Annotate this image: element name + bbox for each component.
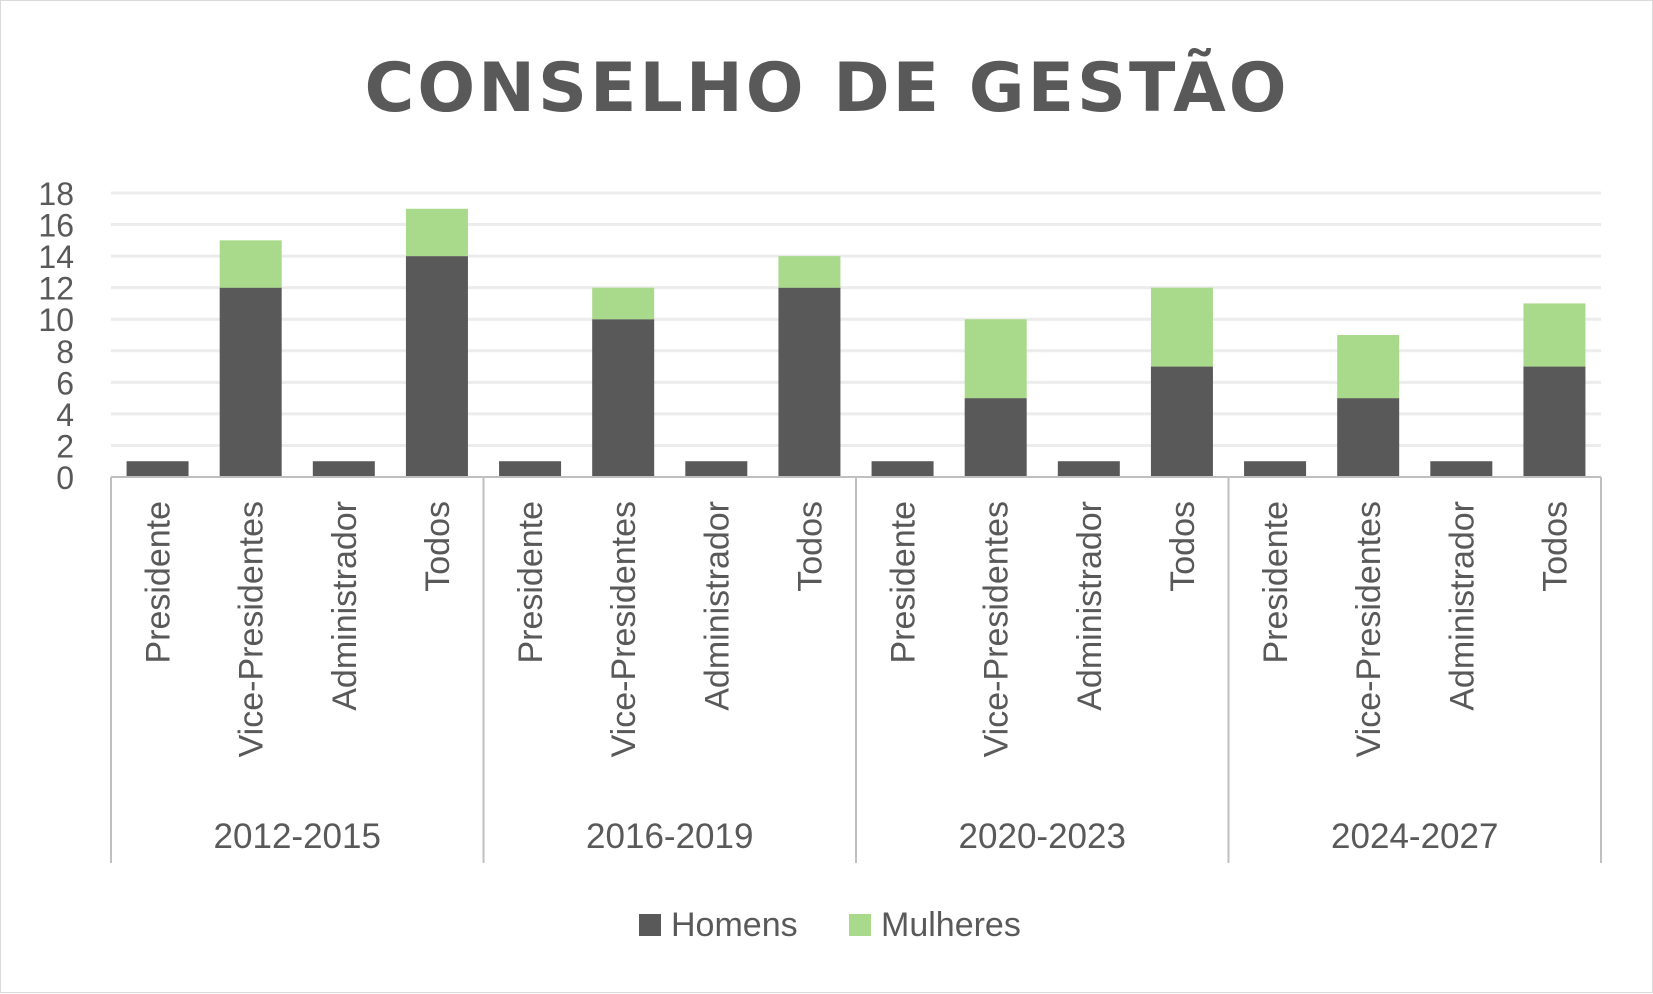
bar-homens [499,461,562,477]
bar-mulheres [219,240,282,288]
bar-mulheres [405,208,468,257]
x-axis: Presidente Vice-Presidentes Administrador T… [110,476,1602,863]
bar-homens [778,287,841,477]
y-tick-label: 8 [56,334,74,370]
bar-homens [1244,461,1307,477]
bar-mulheres [1337,335,1400,399]
y-tick-label: 16 [38,208,74,244]
bar-homens [405,256,468,477]
bar-mulheres [778,256,841,288]
x-category-label: Vice-Presidentes [978,501,1016,757]
x-category-label: Administrador [1443,501,1481,711]
legend-label: Homens [671,906,798,944]
legend-label: Mulheres [881,906,1021,944]
x-group-label: 2012-2015 [214,817,381,856]
x-category-label: Vice-Presidentes [1350,501,1388,757]
bar-homens [964,398,1027,477]
y-tick-label: 14 [38,239,74,275]
bar-homens [126,461,189,477]
y-tick-label: 6 [56,365,74,401]
bar-mulheres [964,319,1027,399]
y-tick-label: 2 [56,428,74,464]
y-tick-label: 12 [38,271,74,307]
bar-homens [1337,398,1400,477]
bar-homens [592,319,655,477]
legend-swatch [639,914,661,936]
bar-homens [1150,366,1213,477]
bars [126,208,1586,477]
chart-title: CONSELHO DE GESTÃO [364,48,1289,128]
y-tick-label: 18 [38,176,74,212]
gridlines [111,191,1601,447]
bar-homens [219,287,282,477]
x-category-label: Vice-Presidentes [233,501,271,757]
bar-homens [1523,366,1586,477]
bar-mulheres [1523,303,1586,367]
y-tick-label: 4 [56,397,74,433]
x-category-label: Todos [1536,501,1574,592]
bar-mulheres [592,287,655,320]
x-category-label: Administrador [326,501,364,711]
x-group-label: 2020-2023 [959,817,1126,856]
bar-mulheres [1150,287,1213,367]
x-category-label: Administrador [698,501,736,711]
bar-homens [685,461,748,477]
legend-swatch [849,914,871,936]
x-category-label: Todos [791,501,829,592]
x-category-label: Administrador [1071,501,1109,711]
y-tick-label: 0 [56,460,74,496]
y-tick-label: 10 [38,302,74,338]
x-category-label: Vice-Presidentes [605,501,643,757]
bar-homens [1057,461,1120,477]
legend: Homens Mulheres [639,906,1021,944]
bar-homens [871,461,934,477]
x-category-label: Presidente [140,501,178,664]
bar-homens [1430,461,1493,477]
x-group-label: 2016-2019 [586,817,753,856]
x-group-label: 2024-2027 [1331,817,1498,856]
x-category-label: Presidente [512,501,550,664]
x-category-label: Todos [1164,501,1202,592]
x-category-label: Presidente [1257,501,1295,664]
x-category-label: Todos [419,501,457,592]
bar-homens [312,461,375,477]
x-category-label: Presidente [885,501,923,664]
